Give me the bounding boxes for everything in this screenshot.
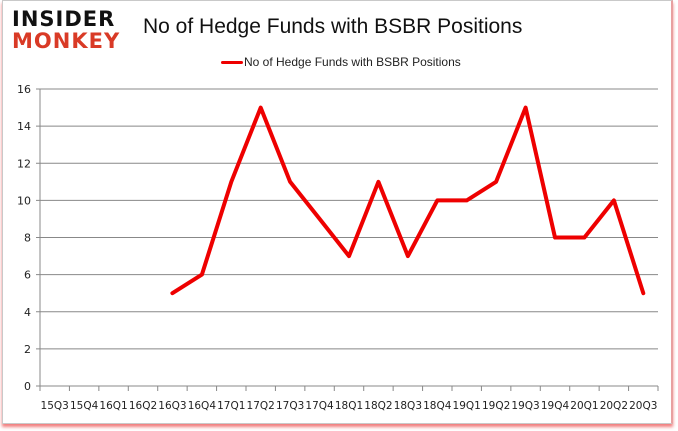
x-tick-label: 18Q1 xyxy=(335,400,363,412)
x-tick-label: 19Q4 xyxy=(541,400,570,412)
x-tick-label: 19Q3 xyxy=(511,400,539,412)
y-axis-ticks: 0 2 4 6 8 10 12 14 16 xyxy=(17,83,40,393)
legend-line-swatch-icon xyxy=(221,60,243,64)
legend: No of Hedge Funds with BSBR Positions xyxy=(221,55,461,69)
x-tick-label: 18Q2 xyxy=(364,400,392,412)
x-tick-label: 19Q1 xyxy=(453,400,481,412)
gridlines xyxy=(40,88,658,350)
y-tick-label: 12 xyxy=(17,157,31,170)
x-tick-label: 15Q4 xyxy=(70,400,99,412)
x-tick-label: 19Q2 xyxy=(482,400,510,412)
x-tick-label: 17Q2 xyxy=(247,400,275,412)
logo-line-2: MONKEY xyxy=(12,29,121,53)
x-axis-ticks: 15Q3 15Q4 16Q1 16Q2 16Q3 16Q4 17Q1 17Q2 17Q3 17Q4… xyxy=(39,386,659,412)
y-tick-label: 4 xyxy=(24,306,31,319)
y-tick-label: 6 xyxy=(24,269,31,282)
x-tick-label: 16Q4 xyxy=(188,400,217,412)
y-tick-label: 16 xyxy=(17,83,31,96)
x-tick-label: 17Q3 xyxy=(276,400,304,412)
y-tick-label: 2 xyxy=(24,343,31,356)
legend-label: No of Hedge Funds with BSBR Positions xyxy=(244,55,461,69)
x-tick-label: 16Q1 xyxy=(99,400,127,412)
y-tick-label: 14 xyxy=(17,120,31,133)
insider-monkey-logo: INSIDER MONKEY xyxy=(12,9,128,52)
y-tick-label: 8 xyxy=(24,232,31,245)
y-tick-label: 10 xyxy=(17,194,31,207)
x-tick-label: 20Q3 xyxy=(629,400,657,412)
x-tick-label: 15Q3 xyxy=(41,400,69,412)
x-tick-label: 16Q2 xyxy=(129,400,157,412)
x-tick-label: 20Q2 xyxy=(600,400,628,412)
y-tick-label: 0 xyxy=(24,380,31,393)
chart-frame: INSIDER MONKEY No of Hedge Funds with BS… xyxy=(2,0,673,424)
x-tick-label: 20Q1 xyxy=(570,400,598,412)
x-tick-label: 17Q4 xyxy=(305,400,334,412)
x-tick-label: 16Q3 xyxy=(158,400,186,412)
x-tick-label: 18Q4 xyxy=(423,400,452,412)
series-line xyxy=(170,105,646,296)
x-tick-label: 17Q1 xyxy=(217,400,245,412)
chart-title: No of Hedge Funds with BSBR Positions xyxy=(143,15,523,38)
logo-line-1: INSIDER xyxy=(12,7,116,31)
x-tick-label: 18Q3 xyxy=(394,400,422,412)
